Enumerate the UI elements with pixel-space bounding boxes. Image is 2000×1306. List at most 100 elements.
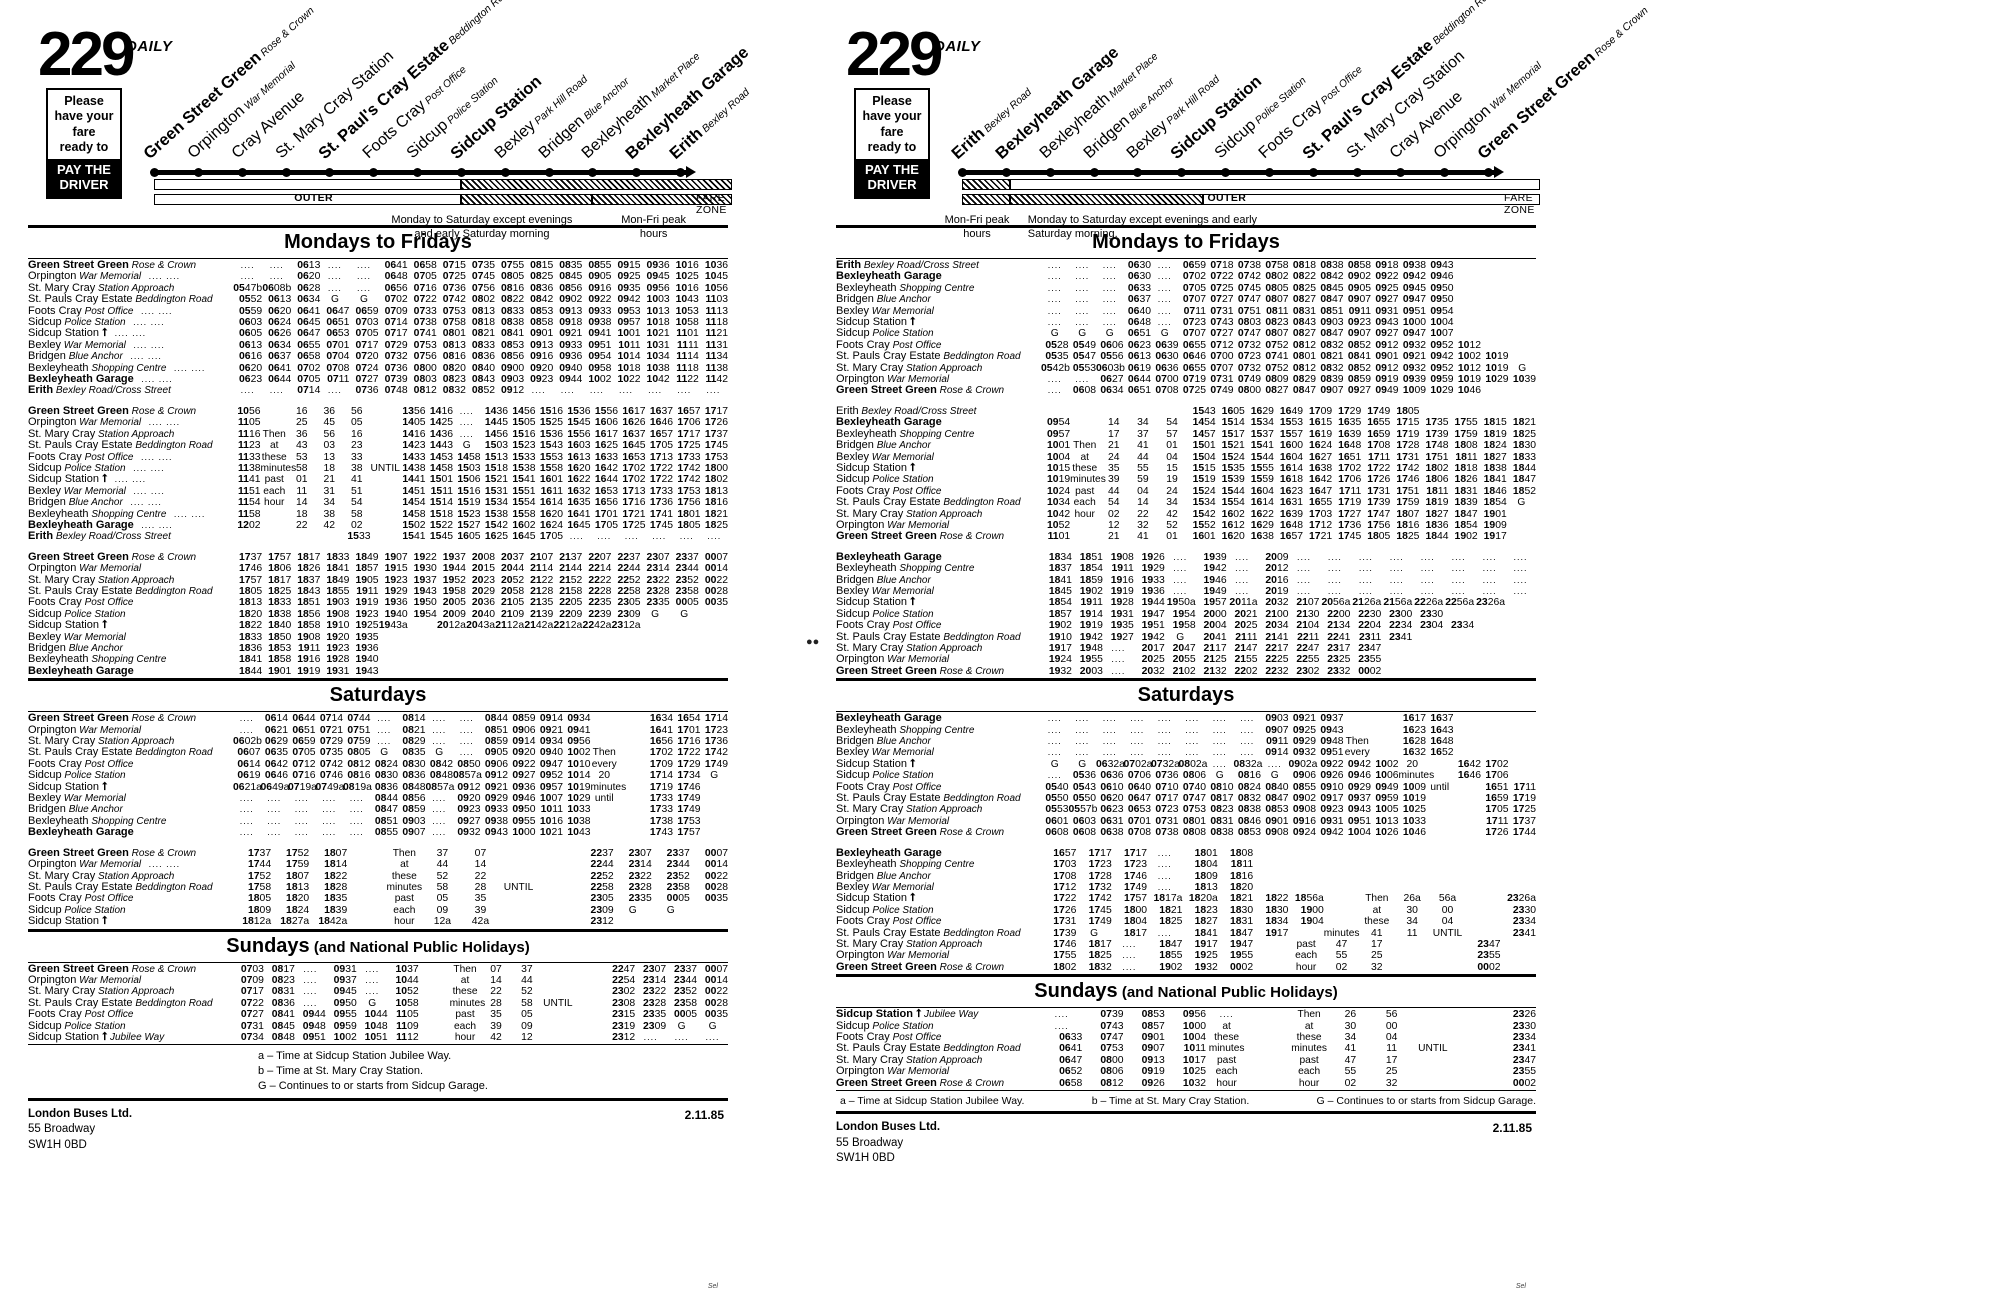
time-cell-empty <box>618 713 646 724</box>
stop-name-cell: Sidcup Station ⭡ <box>836 758 1041 770</box>
minutes-cell: 02 <box>350 519 363 531</box>
table-row: Bexleyheath Shopping Centre 0957 17 37 57 145… <box>836 428 1536 440</box>
time-cell: 1943 <box>355 665 379 677</box>
table-row: Bridgen Blue Anchor 1836 1853 1911 1923 1936 <box>28 642 728 654</box>
time-cell: 0707 <box>1182 294 1206 306</box>
time-cell: 1919 <box>1079 620 1103 632</box>
stop-name-cell: Foots Cray Post Office <box>28 1008 233 1020</box>
stop-name-cell: Green Street Green Rose & Crown <box>28 963 233 975</box>
time-cell: 0903 <box>1320 317 1344 329</box>
time-cell: 0823 <box>271 974 295 986</box>
note-cell: these <box>261 451 287 463</box>
minutes-cell: 34 <box>1137 417 1149 429</box>
stop-detail: Jubilee Way <box>107 1031 165 1043</box>
stop-detail: Post Office <box>81 597 134 609</box>
time-cell: 2241 <box>1327 631 1351 643</box>
stop-name: Sidcup <box>28 316 62 329</box>
table-row: Sidcup Station ⭡ 0621a 0649a 0719a 0749a 0819… <box>28 781 728 793</box>
time-cell-empty <box>701 816 729 827</box>
minutes-cell: 55 <box>1344 1066 1357 1078</box>
stop-name: Orpington <box>28 723 77 736</box>
time-cell: 0853 <box>530 305 554 317</box>
time-cell: 0941 <box>588 328 612 340</box>
stop-detail: Beddington Road <box>940 351 1021 363</box>
stop-detail: War Memorial <box>884 519 950 531</box>
stop-detail: Beddington Road <box>132 585 213 597</box>
minutes-cell: 16 <box>350 428 363 440</box>
minutes-cell: 14 <box>1108 417 1120 429</box>
timetable-sections-outbound: Mondays to Fridays Green Street Green Ros… <box>28 225 728 1044</box>
time-cell-empty <box>371 474 399 485</box>
time-cell: 1043 <box>567 827 591 839</box>
stop-name-cell: Bridgen Blue Anchor .... .... <box>28 496 233 508</box>
time-cell: 1458 <box>402 508 426 520</box>
time-cell: 1759 <box>1396 497 1420 509</box>
note-cell: G <box>380 747 389 759</box>
time-cell: 0022 <box>704 870 728 882</box>
time-cell: 1825 <box>1396 531 1420 543</box>
time-cell: 0723 <box>1155 804 1179 816</box>
time-cell: 1604 <box>1250 485 1274 497</box>
time-cell: 1011 <box>618 339 641 351</box>
stop-name-cell: Foots Cray Post Office <box>836 619 1041 631</box>
stop-detail: Post Office <box>81 893 134 905</box>
time-cell: 0939 <box>1402 374 1426 386</box>
stop-name: St. Mary Cray <box>836 361 904 374</box>
time-cell: 1737 <box>247 847 272 859</box>
time-cell: 0842 <box>530 294 554 306</box>
time-cell: 1518 <box>429 508 453 520</box>
time-cell: 1138 <box>237 462 261 474</box>
note-cell: G <box>435 747 444 759</box>
time-cell-empty <box>582 632 611 643</box>
time-cell: 0605 <box>239 328 263 340</box>
table-row: Sidcup Station ⭡ 1015 these 35 55 15 1515 1535 1… <box>836 462 1536 474</box>
time-cell: 1654 <box>677 713 701 725</box>
time-cell: 2326 <box>1512 1009 1536 1021</box>
time-cell: 1558 <box>539 462 563 474</box>
time-cell-blank: .... <box>1173 551 1188 562</box>
table-row: Bexleyheath Garage 0954 14 34 54 1454 1514 1534… <box>836 417 1536 429</box>
time-cell: 0716 <box>292 770 316 782</box>
time-cell: 1628 <box>1402 736 1426 748</box>
minutes-cell: 25 <box>1371 950 1383 962</box>
time-cell: 1536 <box>567 405 591 417</box>
time-cell: 0736 <box>355 385 379 397</box>
note-cell: G <box>462 440 471 452</box>
time-cell: 1851 <box>1079 551 1103 563</box>
publisher-address-2: SW1H 0BD <box>836 1152 895 1165</box>
stop-name-cell: Bexleyheath Garage <box>836 713 1041 724</box>
time-cell: 0947 <box>1402 294 1426 306</box>
stop-name-filler: .... .... <box>137 519 173 530</box>
table-row: Foots Cray Post Office .... .... 0559 0620… <box>28 305 728 317</box>
time-cell: 2312a <box>611 620 641 632</box>
time-cell: 0700 <box>1210 351 1234 363</box>
time-cell: 1033 <box>1402 815 1426 827</box>
note-cell: these <box>1296 1031 1322 1043</box>
time-cell: 1849 <box>326 574 350 586</box>
stop-name: Bridgen <box>836 869 874 882</box>
stop-name-cell: Orpington War Memorial <box>836 1065 1041 1077</box>
time-cell: 0707 <box>1182 328 1206 340</box>
table-row: Bexley War Memorial.................... 0… <box>28 792 728 804</box>
time-cell: 0610 <box>1100 781 1124 793</box>
time-cell-empty <box>1507 509 1536 520</box>
time-cell: 2111 <box>1235 631 1258 643</box>
time-cell: 0720 <box>355 351 379 363</box>
minutes-cell: 31 <box>323 485 336 497</box>
time-cell-blank: .... <box>459 405 474 416</box>
time-cell: 1711 <box>1338 485 1362 497</box>
time-cell: 0648 <box>1127 317 1151 329</box>
time-cell: 0941 <box>567 724 591 736</box>
time-cell: 1939 <box>1203 551 1227 563</box>
time-cell: 1038 <box>567 815 591 827</box>
stop-name: Foots Cray <box>836 915 890 928</box>
route-stop-dot <box>500 168 510 177</box>
section-rule <box>836 258 1536 259</box>
time-cell: 1012 <box>1457 362 1481 374</box>
stop-name: Green Street Green <box>836 384 937 397</box>
time-cell-blank: .... <box>1240 713 1255 724</box>
time-cell-blank: .... <box>560 385 575 396</box>
time-cell-empty <box>1430 950 1465 961</box>
stop-name-cell: Bexley War Memorial <box>836 305 1041 317</box>
